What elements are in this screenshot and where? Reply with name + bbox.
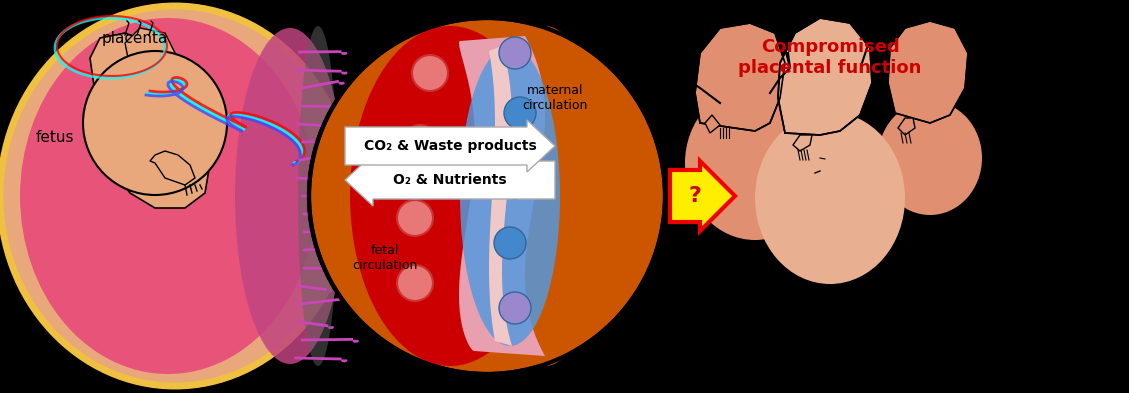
Text: O₂ & Nutrients: O₂ & Nutrients [393,173,507,187]
Text: maternal
circulation: maternal circulation [523,84,588,112]
Polygon shape [489,46,511,346]
Circle shape [499,37,531,69]
Polygon shape [150,151,195,185]
Circle shape [495,227,526,259]
Text: Compromised
placental function: Compromised placental function [738,38,921,77]
Circle shape [84,51,227,195]
Ellipse shape [685,86,825,240]
Polygon shape [778,18,872,135]
Ellipse shape [460,46,560,346]
Ellipse shape [235,28,345,364]
Ellipse shape [298,26,338,366]
Circle shape [402,125,438,161]
Ellipse shape [350,26,550,366]
Text: CO₂ & Waste products: CO₂ & Waste products [364,139,536,153]
Polygon shape [108,78,210,208]
Circle shape [309,18,665,374]
Ellipse shape [485,26,605,366]
Polygon shape [898,118,914,135]
Polygon shape [90,33,165,123]
Text: placenta: placenta [102,31,168,46]
FancyArrow shape [345,120,555,172]
Circle shape [397,200,434,236]
Circle shape [504,97,536,129]
Ellipse shape [755,112,905,284]
Polygon shape [125,28,175,93]
Polygon shape [695,23,785,131]
FancyArrow shape [345,154,555,206]
Text: fetus: fetus [36,130,75,145]
Ellipse shape [0,6,350,386]
Ellipse shape [20,18,316,374]
Circle shape [412,55,448,91]
Text: ?: ? [689,186,701,206]
Polygon shape [460,36,545,356]
Polygon shape [704,115,720,133]
Text: fetal
circulation: fetal circulation [352,244,418,272]
Circle shape [499,292,531,324]
Polygon shape [889,21,968,123]
Polygon shape [793,135,812,151]
Ellipse shape [878,101,982,215]
Circle shape [499,167,531,199]
FancyArrow shape [669,161,735,231]
Circle shape [397,265,434,301]
